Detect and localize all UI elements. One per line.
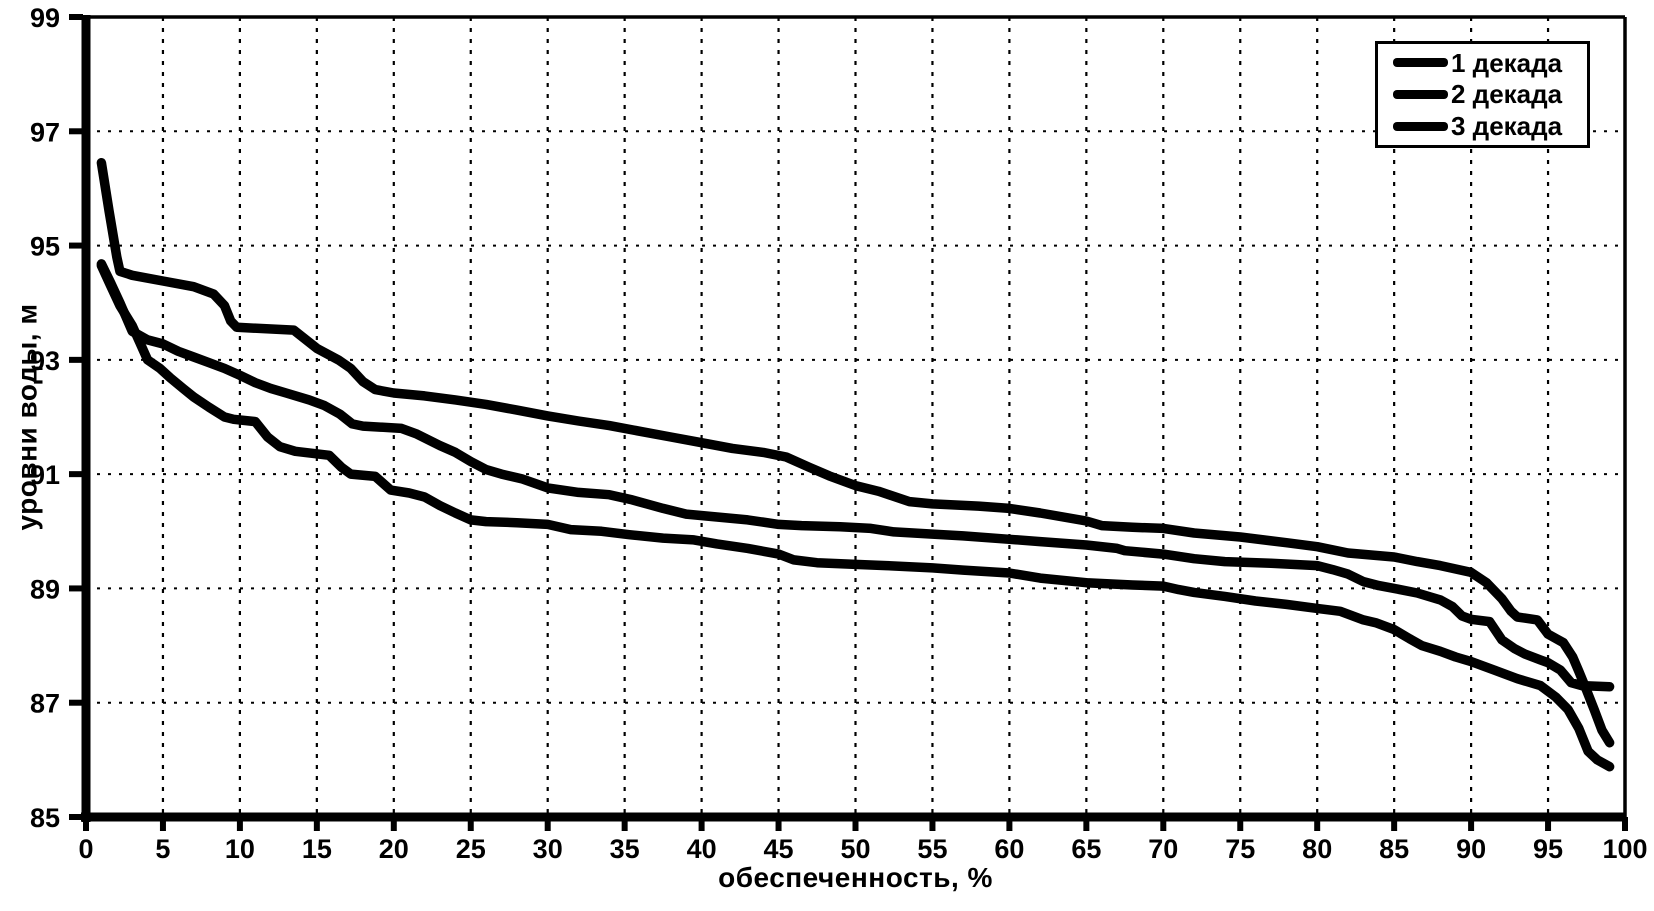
- x-tick-label: 50: [840, 834, 870, 864]
- x-tick-label: 80: [1302, 834, 1332, 864]
- x-tick-label: 95: [1533, 834, 1563, 864]
- series-line-1: [96, 157, 1615, 748]
- y-axis-title: уровни воды, м: [12, 303, 43, 531]
- legend-label-1: 1 декада: [1451, 47, 1563, 78]
- y-tick-label: 91: [30, 460, 60, 490]
- legend-entry-3: 3 декада: [1393, 113, 1583, 139]
- y-tick-label: 87: [30, 689, 60, 719]
- legend-line-swatch-2: [1393, 89, 1448, 99]
- y-axis-title-wrap: уровни воды, м: [0, 17, 56, 817]
- legend-entry-1: 1 декада: [1393, 50, 1583, 76]
- x-tick-label: 70: [1148, 834, 1178, 864]
- x-tick-label: 35: [610, 834, 640, 864]
- legend-line-swatch-3: [1393, 121, 1448, 131]
- x-tick-label: 15: [302, 834, 332, 864]
- x-axis-title: обеспеченность, %: [718, 862, 993, 893]
- x-tick-label: 20: [379, 834, 409, 864]
- legend-label-3: 3 декада: [1451, 111, 1563, 142]
- x-tick-label: 55: [917, 834, 947, 864]
- y-tick-label: 99: [30, 3, 60, 33]
- x-tick-label: 100: [1602, 834, 1647, 864]
- series-line-2: [96, 259, 1615, 692]
- legend: 1 декада 2 декада 3 декада: [1375, 41, 1590, 148]
- x-tick-label: 65: [1071, 834, 1101, 864]
- x-tick-label: 75: [1225, 834, 1255, 864]
- x-tick-label: 0: [78, 834, 93, 864]
- x-tick-label: 90: [1456, 834, 1486, 864]
- y-tick-label: 89: [30, 574, 60, 604]
- legend-line-swatch-1: [1393, 58, 1448, 68]
- y-tick-label: 85: [30, 803, 60, 833]
- x-tick-label: 5: [155, 834, 170, 864]
- x-tick-label: 25: [456, 834, 486, 864]
- y-tick-label: 95: [30, 232, 60, 262]
- series-line-3: [96, 260, 1615, 772]
- x-tick-label: 85: [1379, 834, 1409, 864]
- x-tick-label: 40: [687, 834, 717, 864]
- legend-label-2: 2 декада: [1451, 79, 1563, 110]
- y-tick-label: 93: [30, 346, 60, 376]
- y-tick-label: 97: [30, 117, 60, 147]
- x-tick-label: 10: [225, 834, 255, 864]
- x-tick-label: 60: [994, 834, 1024, 864]
- legend-entry-2: 2 декада: [1393, 81, 1583, 107]
- x-tick-label: 30: [533, 834, 563, 864]
- x-tick-label: 45: [764, 834, 794, 864]
